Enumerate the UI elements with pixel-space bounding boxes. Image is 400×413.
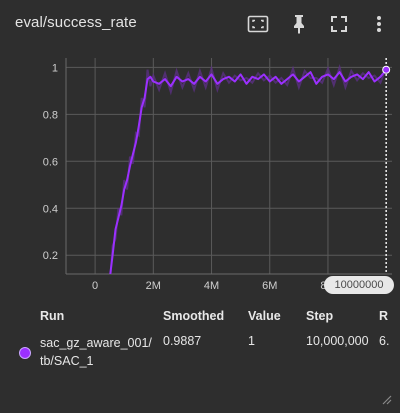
resize-handle-icon[interactable]	[380, 393, 392, 405]
run-name: sac_gz_aware_001/ tb/SAC_1	[40, 334, 152, 370]
run-color-swatch	[19, 347, 31, 359]
run-name-line1: sac_gz_aware_001/	[40, 336, 152, 350]
hover-step-badge: 10000000	[324, 276, 394, 294]
fullscreen-icon[interactable]	[327, 12, 351, 36]
more-vert-icon[interactable]	[367, 12, 391, 36]
tooltip-table: Run Smoothed Value Step R sac_gz_aware_0…	[0, 305, 400, 413]
y-tick-label: 0.8	[43, 109, 58, 121]
x-tick-label: 0	[92, 280, 98, 292]
col-header-smoothed: Smoothed	[163, 309, 225, 323]
x-tick-label: 6M	[262, 280, 277, 292]
line-chart[interactable]: 0.20.40.60.8102M4M6M8M	[0, 0, 400, 300]
pin-icon[interactable]	[287, 12, 311, 36]
hover-point	[382, 65, 391, 74]
card-title: eval/success_rate	[15, 14, 137, 31]
col-header-value: Value	[248, 309, 281, 323]
y-tick-label: 0.2	[43, 250, 58, 262]
y-tick-label: 1	[52, 62, 58, 74]
smoothed-value: 0.9887	[163, 334, 202, 348]
x-tick-label: 4M	[204, 280, 219, 292]
col-header-run: Run	[40, 309, 65, 323]
run-name-line2: tb/SAC_1	[40, 354, 94, 368]
series-line	[109, 69, 387, 274]
x-tick-label: 2M	[146, 280, 161, 292]
step-value: 10,000,000	[306, 334, 369, 348]
y-tick-label: 0.4	[43, 203, 58, 215]
fit-domain-icon[interactable]	[246, 12, 270, 36]
raw-value: 1	[248, 334, 255, 348]
y-tick-label: 0.6	[43, 156, 58, 168]
relative-value: 6.	[379, 334, 390, 348]
col-header-relative: R	[379, 309, 389, 323]
col-header-step: Step	[306, 309, 334, 323]
